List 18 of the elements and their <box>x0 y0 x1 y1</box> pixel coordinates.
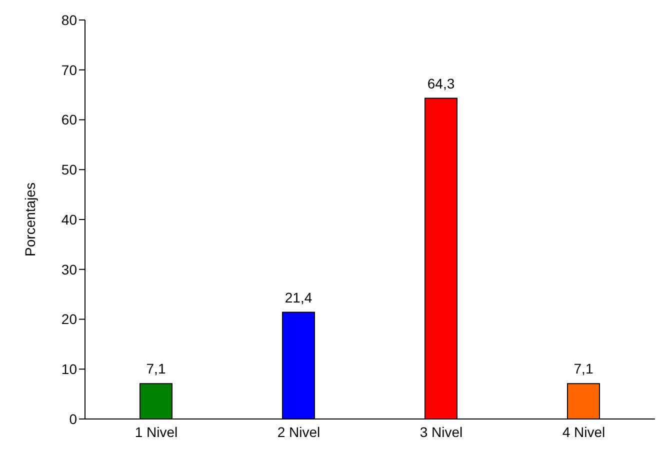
y-tick-label: 60 <box>61 112 78 128</box>
y-tick-label: 40 <box>61 211 78 228</box>
y-tick-label: 80 <box>61 12 78 28</box>
y-tick-label: 10 <box>61 361 78 378</box>
data-label: 7,1 <box>574 360 594 377</box>
y-tick-label: 50 <box>61 162 78 178</box>
data-label: 21,4 <box>284 289 312 306</box>
y-tick-label: 0 <box>69 410 78 427</box>
data-label: 7,1 <box>146 360 166 377</box>
x-tick-label: 1 Nivel <box>134 424 178 440</box>
x-tick-label: 3 Nivel <box>420 424 463 440</box>
y-tick-label: 70 <box>61 62 78 78</box>
y-axis-title: Porcentajes <box>22 182 38 256</box>
y-tick-label: 30 <box>61 261 78 278</box>
x-tick-label: 2 Nivel <box>277 424 320 440</box>
data-label: 64,3 <box>427 75 455 92</box>
x-tick-label: 4 Nivel <box>562 424 606 440</box>
y-tick-label: 20 <box>61 311 78 328</box>
